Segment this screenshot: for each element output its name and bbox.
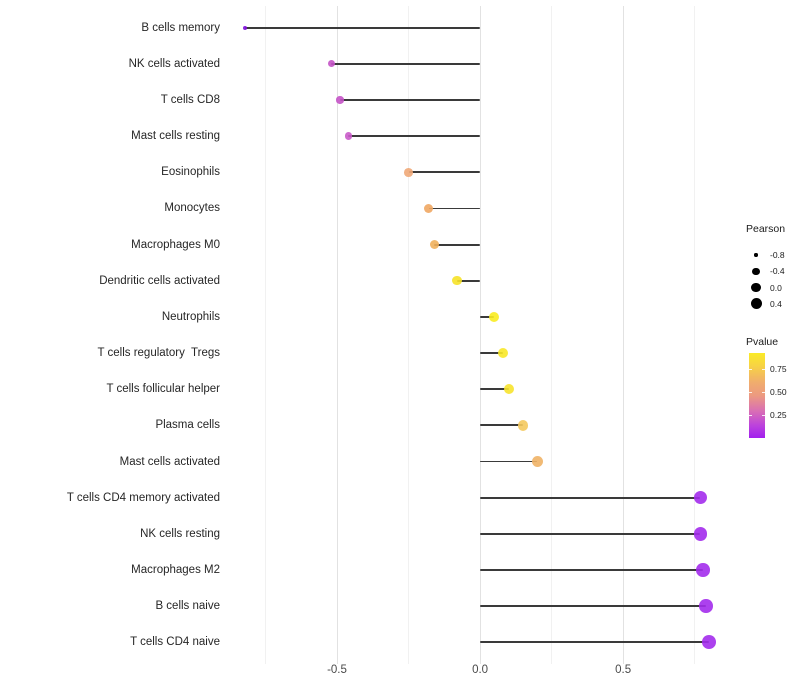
lollipop-stem bbox=[339, 99, 481, 101]
colorbar-tickmark bbox=[749, 415, 752, 417]
x-tick-label: 0.5 bbox=[615, 664, 632, 676]
y-axis-label: Neutrophils bbox=[161, 310, 220, 323]
y-axis-label: NK cells resting bbox=[140, 527, 220, 540]
legend-size-label: -0.8 bbox=[770, 250, 785, 260]
y-axis-label: T cells CD4 naive bbox=[130, 636, 220, 649]
y-axis-label: T cells CD4 memory activated bbox=[66, 491, 220, 504]
lollipop-dot bbox=[702, 635, 716, 650]
lollipop-stem bbox=[331, 62, 481, 65]
legend-size-label: 0.4 bbox=[770, 298, 782, 309]
x-gridline-minor bbox=[694, 6, 696, 664]
lollipop-stem bbox=[428, 207, 481, 210]
lollipop-dot bbox=[531, 456, 543, 468]
x-gridline-minor bbox=[551, 6, 553, 664]
y-axis-label: B cells naive bbox=[155, 600, 220, 613]
lollipop-dot bbox=[517, 420, 529, 431]
lollipop-stem bbox=[480, 388, 509, 391]
lollipop-dot bbox=[452, 276, 462, 286]
colorbar-tickmark bbox=[762, 391, 765, 393]
lollipop-dot bbox=[344, 132, 353, 140]
colorbar-tickmark bbox=[762, 369, 765, 371]
colorbar-tick-label: 0.50 bbox=[770, 386, 787, 397]
y-axis-label: Macrophages M2 bbox=[131, 564, 220, 576]
colorbar-tick-label: 0.25 bbox=[770, 410, 787, 421]
lollipop-stem bbox=[245, 26, 481, 29]
y-axis-label: B cells memory bbox=[141, 21, 220, 34]
x-gridline-major bbox=[479, 6, 481, 664]
colorbar-tickmark bbox=[762, 415, 765, 417]
colorbar-tick-label: 0.75 bbox=[770, 364, 787, 375]
lollipop-dot bbox=[699, 599, 713, 613]
legend-size-dot bbox=[750, 298, 762, 310]
lollipop-dot bbox=[503, 384, 514, 395]
lollipop-dot bbox=[424, 203, 434, 213]
x-gridline-minor bbox=[408, 6, 410, 664]
y-axis-label: Plasma cells bbox=[155, 419, 220, 432]
lollipop-dot bbox=[693, 490, 708, 505]
lollipop-stem bbox=[480, 424, 523, 427]
legend-size-dot bbox=[754, 253, 758, 257]
y-axis-label: Mast cells activated bbox=[119, 455, 220, 468]
colorbar-tickmark bbox=[749, 391, 752, 393]
pvalue-colorbar bbox=[749, 353, 765, 438]
y-axis-label: Mast cells resting bbox=[131, 130, 220, 143]
y-axis-label: Eosinophils bbox=[161, 166, 220, 179]
legend-pvalue-title: Pvalue bbox=[746, 336, 779, 348]
lollipop-stem bbox=[480, 460, 538, 463]
x-gridline-major bbox=[336, 6, 338, 664]
legend-size-label: 0.0 bbox=[770, 282, 782, 293]
x-tick-label: -0.5 bbox=[327, 664, 347, 676]
legend-size-label: -0.4 bbox=[770, 266, 785, 277]
lollipop-dot bbox=[497, 347, 509, 359]
lollipop-stem bbox=[480, 316, 495, 318]
lollipop-stem bbox=[457, 279, 481, 282]
lollipop-stem bbox=[480, 496, 701, 499]
legend-pearson-title: Pearson bbox=[746, 223, 786, 235]
legend-size-dot bbox=[752, 267, 760, 275]
lollipop-stem bbox=[348, 135, 481, 138]
lollipop-dot bbox=[489, 311, 500, 322]
lollipop-stem bbox=[480, 352, 503, 354]
y-axis-label: T cells CD8 bbox=[160, 94, 220, 106]
lollipop-stem bbox=[480, 532, 701, 535]
lollipop-dot bbox=[696, 563, 710, 577]
y-axis-label: NK cells activated bbox=[128, 57, 220, 70]
colorbar-tickmark bbox=[749, 369, 752, 371]
lollipop-dot bbox=[243, 25, 248, 30]
y-axis-label: Macrophages M0 bbox=[131, 238, 220, 251]
lollipop-dot bbox=[693, 527, 708, 541]
y-axis-label: T cells follicular helper bbox=[106, 383, 220, 396]
legend-size-dot bbox=[751, 282, 761, 293]
y-axis-label: T cells regulatory Tregs bbox=[97, 347, 220, 360]
lollipop-stem bbox=[434, 243, 481, 246]
lollipop-stem bbox=[480, 641, 709, 644]
y-axis-label: Monocytes bbox=[164, 202, 220, 215]
lollipop-dot bbox=[336, 96, 344, 104]
x-tick-label: 0.0 bbox=[472, 664, 489, 676]
x-gridline-major bbox=[622, 6, 624, 664]
lollipop-stem bbox=[408, 171, 481, 174]
lollipop-stem bbox=[480, 605, 707, 608]
x-gridline-minor bbox=[264, 6, 266, 664]
lollipop-stem bbox=[480, 569, 704, 571]
y-axis-label: Dendritic cells activated bbox=[99, 274, 220, 287]
lollipop-dot bbox=[404, 167, 413, 177]
lollipop-dot bbox=[429, 240, 439, 250]
lollipop-dot bbox=[327, 60, 335, 68]
